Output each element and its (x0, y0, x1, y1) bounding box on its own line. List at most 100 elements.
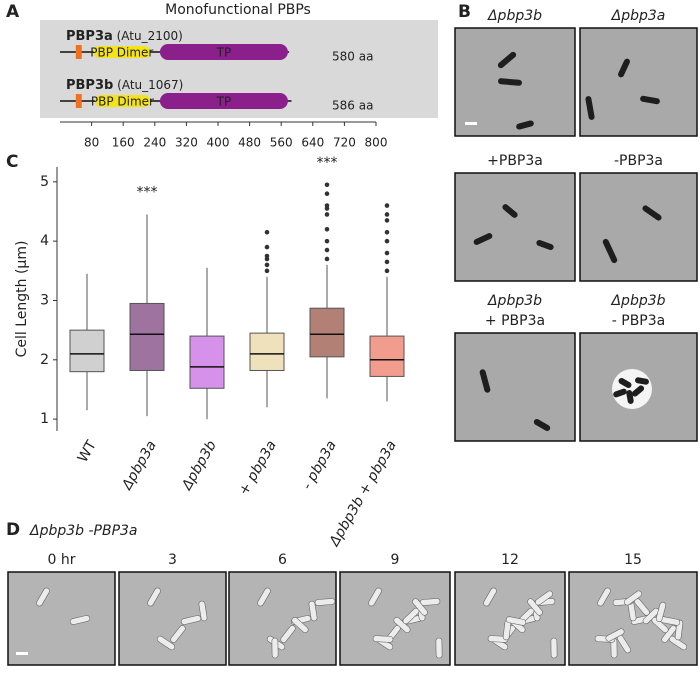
outlier (264, 244, 270, 250)
outlier (324, 226, 330, 232)
cell (198, 600, 208, 622)
cell (412, 598, 428, 616)
box (369, 335, 405, 377)
time-label: 3 (168, 552, 177, 568)
image-label: Δpbp3a (611, 8, 666, 24)
image-label: Δpbp3b (487, 8, 542, 24)
outlier (264, 268, 270, 274)
x-tick-label: 720 (333, 136, 356, 150)
x-tick-label: 320 (175, 136, 198, 150)
cell (473, 233, 493, 245)
box (129, 302, 165, 371)
cell (624, 590, 642, 606)
cell (291, 617, 309, 633)
cell (602, 238, 618, 264)
x-tick-label: 80 (84, 136, 99, 150)
micrograph (579, 27, 698, 137)
box (249, 332, 285, 371)
cell (613, 388, 627, 398)
outlier (384, 203, 390, 208)
length-label: 580 aa (332, 50, 373, 64)
time-label: 12 (501, 552, 519, 568)
cell (535, 590, 553, 606)
image-frame (118, 571, 227, 666)
image-label: Δpbp3b (610, 293, 665, 309)
x-tick-label: WT (75, 438, 100, 466)
outlier (324, 238, 330, 244)
cell (533, 419, 551, 431)
x-tick-label: Δpbp3a (119, 438, 160, 493)
outlier (384, 259, 390, 265)
cell (536, 239, 554, 251)
cell (642, 205, 662, 221)
time-label: 0 hr (48, 552, 76, 568)
cell (618, 378, 632, 388)
protein-locus: (Atu_2100) (117, 29, 183, 43)
protein-name: PBP3a (Atu_2100) (66, 29, 183, 44)
cell (631, 385, 645, 397)
micrograph (454, 571, 566, 666)
cell (69, 615, 91, 625)
cell (597, 587, 611, 607)
image-label: + PBP3a (485, 313, 545, 329)
micrograph (568, 571, 698, 666)
micrograph (579, 172, 698, 282)
cell (271, 637, 279, 659)
cell (618, 58, 630, 78)
box (309, 307, 345, 358)
cell (147, 587, 161, 607)
domain-label: PBP Dimer (90, 46, 153, 60)
x-tick-label: 400 (207, 136, 230, 150)
cell (368, 587, 382, 607)
domain (93, 46, 151, 58)
box (69, 329, 105, 373)
outlier (324, 182, 330, 188)
outlier (264, 262, 270, 268)
outlier (384, 229, 390, 235)
image-frame (579, 172, 698, 282)
image-frame (228, 571, 337, 666)
image-frame (454, 172, 576, 282)
cell (372, 635, 394, 643)
cell (308, 600, 318, 622)
outlier (324, 256, 330, 262)
outlier (324, 191, 330, 196)
cell (550, 637, 558, 659)
y-tick-label: 4 (40, 233, 49, 249)
outlier (324, 203, 330, 208)
domain-label: TP (216, 95, 232, 109)
x-tick-label: 480 (238, 136, 261, 150)
outlier (384, 218, 390, 223)
time-label: 6 (278, 552, 287, 568)
y-axis-label: Cell Length (µm) (14, 241, 30, 358)
y-tick-label: 1 (40, 411, 49, 427)
x-tick-label: + pbp3a (236, 438, 280, 498)
image-frame (579, 27, 698, 137)
time-label: 15 (624, 552, 642, 568)
protein-name: PBP3b (Atu_1067) (66, 78, 183, 93)
micrograph (454, 172, 576, 282)
cell (257, 587, 271, 607)
micrograph (228, 571, 337, 666)
y-tick-label: 2 (40, 352, 49, 368)
cell (635, 377, 649, 385)
x-tick-label: 800 (365, 136, 388, 150)
cell (314, 598, 336, 606)
micrograph (7, 571, 116, 666)
cell (280, 625, 296, 643)
outlier (264, 229, 270, 235)
domain (159, 93, 288, 109)
outlier (384, 250, 390, 256)
cell (156, 635, 176, 651)
x-tick-label: 160 (112, 136, 135, 150)
cell (505, 616, 527, 626)
cell (655, 601, 667, 623)
domain-label: PBP Dimer (91, 95, 154, 109)
x-tick-label: - pbp3a (299, 438, 340, 492)
image-label: +PBP3a (487, 153, 543, 169)
cell (605, 628, 625, 642)
y-tick-label: 3 (40, 292, 49, 308)
cell (170, 625, 186, 643)
panel-letter: B (458, 2, 471, 22)
